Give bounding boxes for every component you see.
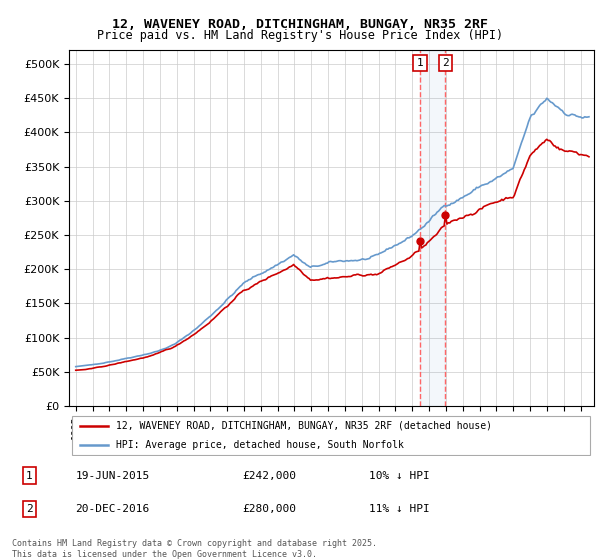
Text: £280,000: £280,000 <box>242 504 296 514</box>
Text: Contains HM Land Registry data © Crown copyright and database right 2025.
This d: Contains HM Land Registry data © Crown c… <box>12 539 377 559</box>
Text: 2: 2 <box>442 58 449 68</box>
Text: 2: 2 <box>26 504 32 514</box>
Text: 19-JUN-2015: 19-JUN-2015 <box>76 470 149 480</box>
Text: HPI: Average price, detached house, South Norfolk: HPI: Average price, detached house, Sout… <box>116 440 404 450</box>
Text: 10% ↓ HPI: 10% ↓ HPI <box>369 470 430 480</box>
Text: 1: 1 <box>26 470 32 480</box>
Bar <box>420 50 445 406</box>
Text: 12, WAVENEY ROAD, DITCHINGHAM, BUNGAY, NR35 2RF: 12, WAVENEY ROAD, DITCHINGHAM, BUNGAY, N… <box>112 18 488 31</box>
Text: Price paid vs. HM Land Registry's House Price Index (HPI): Price paid vs. HM Land Registry's House … <box>97 29 503 42</box>
Text: £242,000: £242,000 <box>242 470 296 480</box>
FancyBboxPatch shape <box>71 416 590 455</box>
Text: 20-DEC-2016: 20-DEC-2016 <box>76 504 149 514</box>
Text: 12, WAVENEY ROAD, DITCHINGHAM, BUNGAY, NR35 2RF (detached house): 12, WAVENEY ROAD, DITCHINGHAM, BUNGAY, N… <box>116 421 492 431</box>
Text: 1: 1 <box>416 58 424 68</box>
Text: 11% ↓ HPI: 11% ↓ HPI <box>369 504 430 514</box>
